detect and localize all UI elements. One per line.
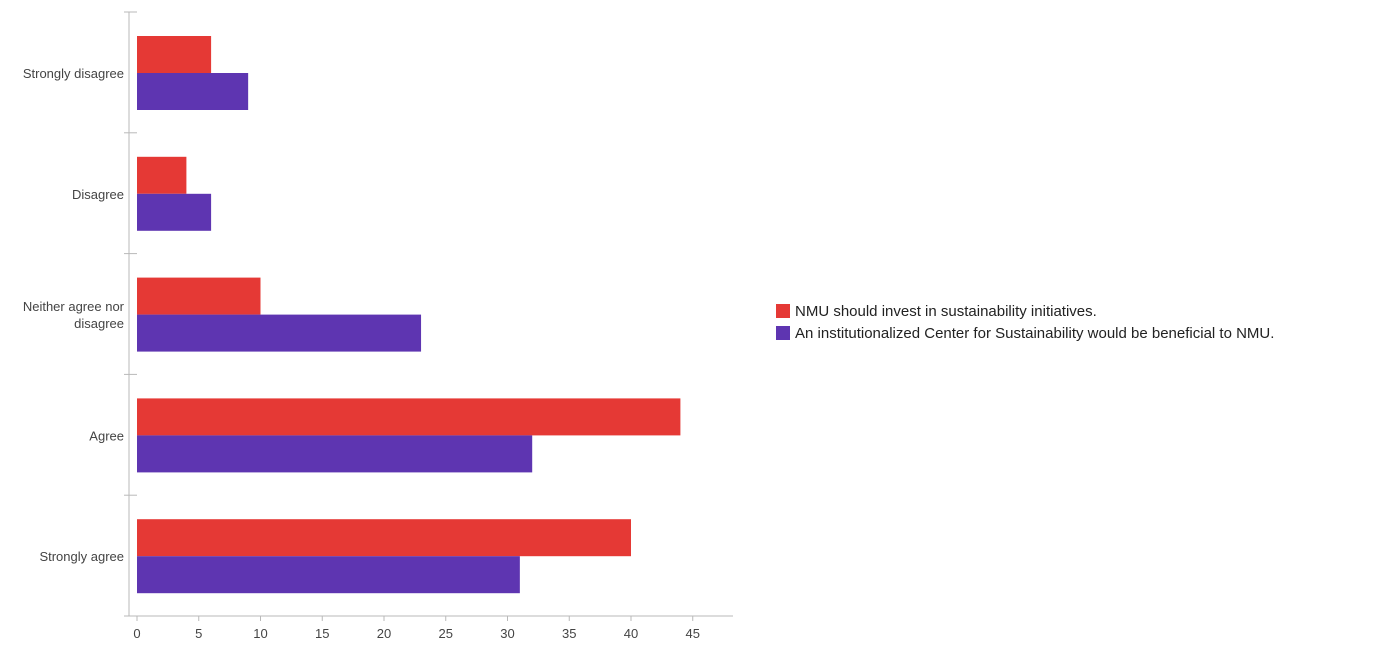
category-label: Strongly agree	[39, 549, 124, 564]
bar-invest	[137, 156, 187, 194]
x-tick-label: 5	[195, 626, 202, 641]
bar-center	[137, 73, 249, 110]
legend-swatch-invest	[776, 304, 790, 318]
bar-center	[137, 314, 422, 352]
x-tick-label: 20	[377, 626, 391, 641]
legend-item-center: An institutionalized Center for Sustaina…	[776, 322, 1274, 344]
x-tick-label: 35	[562, 626, 576, 641]
x-tick-label: 45	[686, 626, 700, 641]
legend-label-invest: NMU should invest in sustainability init…	[795, 302, 1097, 320]
x-tick-label: 15	[315, 626, 329, 641]
legend: NMU should invest in sustainability init…	[776, 300, 1274, 344]
category-label: Agree	[89, 428, 124, 443]
bar-center	[137, 193, 212, 231]
x-tick-label: 30	[500, 626, 514, 641]
legend-item-invest: NMU should invest in sustainability init…	[776, 300, 1274, 322]
category-label: Disagree	[72, 187, 124, 202]
bar-center	[137, 435, 533, 473]
bar-center	[137, 556, 520, 594]
legend-swatch-center	[776, 326, 790, 340]
category-label: Strongly disagree	[23, 66, 124, 81]
bar-invest	[137, 398, 681, 436]
category-label: disagree	[74, 316, 124, 331]
x-tick-label: 40	[624, 626, 638, 641]
x-tick-label: 10	[253, 626, 267, 641]
bar-invest	[137, 519, 631, 557]
bar-invest	[137, 36, 212, 73]
x-tick-label: 25	[439, 626, 453, 641]
bar-invest	[137, 277, 261, 315]
legend-label-center: An institutionalized Center for Sustaina…	[795, 324, 1275, 342]
x-tick-label: 0	[133, 626, 140, 641]
category-label: Neither agree nor	[23, 299, 125, 314]
